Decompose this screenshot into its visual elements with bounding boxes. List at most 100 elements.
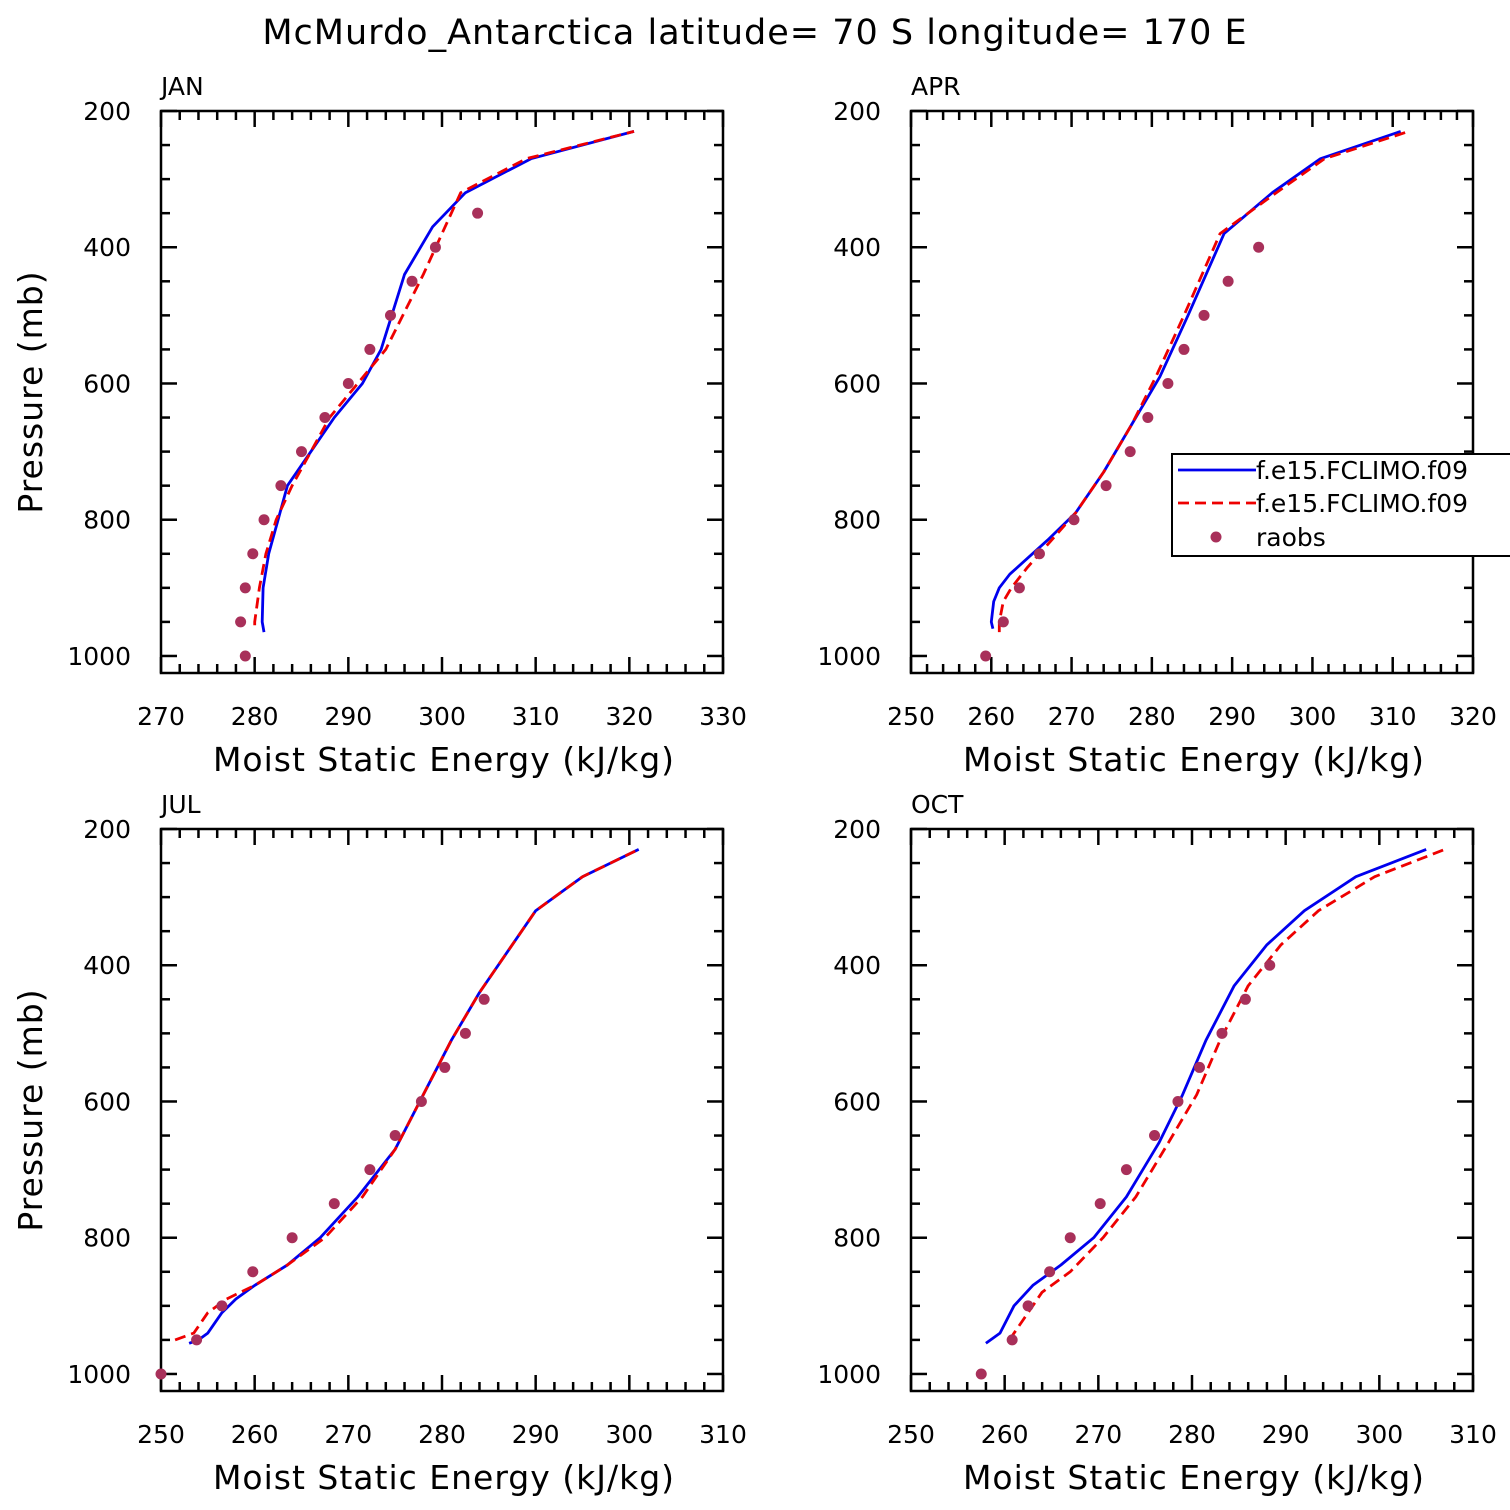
panel-label: JAN bbox=[159, 72, 204, 101]
plot-frame bbox=[909, 109, 1475, 675]
y-tick-label: 600 bbox=[833, 369, 881, 398]
x-axis-title: Moist Static Energy (kJ/kg) bbox=[963, 740, 1425, 779]
y-tick-label: 600 bbox=[83, 1087, 131, 1116]
x-tick-label: 290 bbox=[324, 702, 372, 731]
chart-title: McMurdo_Antarctica latitude= 70 S longit… bbox=[262, 13, 1247, 53]
x-tick-label: 260 bbox=[231, 1420, 279, 1449]
y-tick-label: 200 bbox=[83, 815, 131, 844]
raobs-point bbox=[286, 1232, 298, 1244]
raobs-point bbox=[1022, 1300, 1034, 1312]
legend-label: f.e15.FCLIMO.f09 bbox=[1256, 489, 1468, 518]
x-tick-label: 270 bbox=[1074, 1420, 1122, 1449]
raobs-point bbox=[155, 1368, 167, 1380]
series-dashed-line bbox=[997, 130, 1410, 633]
x-tick-label: 330 bbox=[699, 702, 747, 731]
x-tick-label: 320 bbox=[1449, 702, 1497, 731]
x-axis-title: Moist Static Energy (kJ/kg) bbox=[213, 1458, 675, 1497]
x-tick-label: 300 bbox=[418, 702, 466, 731]
y-tick-label: 400 bbox=[833, 233, 881, 262]
y-tick-label: 200 bbox=[833, 815, 881, 844]
x-tick-label: 290 bbox=[512, 1420, 560, 1449]
y-axis-title: Pressure (mb) bbox=[11, 270, 50, 513]
x-tick-label: 300 bbox=[1289, 702, 1337, 731]
panel-jul: JUL 250 260 270 280 290 300 310 200 400 600 800 1000… bbox=[11, 790, 747, 1497]
x-tick-label: 280 bbox=[231, 702, 279, 731]
raobs-point bbox=[364, 343, 376, 355]
x-tick-label: 310 bbox=[1449, 1420, 1497, 1449]
raobs-point bbox=[1162, 377, 1174, 389]
x-tick-label: 290 bbox=[1262, 1420, 1310, 1449]
raobs-point bbox=[439, 1061, 451, 1073]
x-tick-label: 250 bbox=[137, 1420, 185, 1449]
raobs-point bbox=[239, 650, 251, 662]
raobs-point bbox=[1149, 1130, 1161, 1142]
raobs-point bbox=[1193, 1061, 1205, 1073]
raobs-point bbox=[1033, 548, 1045, 560]
raobs-point bbox=[247, 1266, 259, 1278]
raobs-point bbox=[478, 993, 490, 1005]
x-tick-label: 310 bbox=[512, 702, 560, 731]
y-tick-label: 200 bbox=[83, 97, 131, 126]
raobs-point bbox=[415, 1095, 427, 1107]
raobs-point bbox=[342, 377, 354, 389]
raobs-point bbox=[1172, 1095, 1184, 1107]
raobs-point bbox=[319, 412, 331, 424]
series-dashed-line bbox=[174, 848, 640, 1342]
y-tick-label: 600 bbox=[83, 369, 131, 398]
legend-marker-dot bbox=[1210, 531, 1222, 543]
x-tick-label: 310 bbox=[1369, 702, 1417, 731]
legend: f.e15.FCLIMO.f09 f.e15.FCLIMO.f09 raobs bbox=[1171, 453, 1510, 557]
raobs-point bbox=[1142, 412, 1154, 424]
y-axis-title: Pressure (mb) bbox=[11, 988, 50, 1231]
x-axis-title: Moist Static Energy (kJ/kg) bbox=[963, 1458, 1425, 1497]
raobs-point bbox=[1006, 1334, 1018, 1346]
raobs-point bbox=[1044, 1266, 1056, 1278]
series-solid-line bbox=[188, 848, 640, 1345]
panel-label: OCT bbox=[911, 790, 964, 819]
raobs-point bbox=[1198, 309, 1210, 321]
raobs-point bbox=[980, 650, 992, 662]
raobs-point bbox=[258, 514, 270, 526]
raobs-point bbox=[328, 1198, 340, 1210]
x-tick-label: 300 bbox=[1355, 1420, 1403, 1449]
x-tick-label: 310 bbox=[699, 1420, 747, 1449]
x-tick-label: 280 bbox=[418, 1420, 466, 1449]
raobs-point bbox=[1239, 993, 1251, 1005]
raobs-point bbox=[997, 616, 1009, 628]
raobs-point bbox=[472, 207, 484, 219]
x-tick-label: 260 bbox=[981, 1420, 1029, 1449]
x-tick-label: 270 bbox=[137, 702, 185, 731]
series-dashed-line bbox=[1008, 848, 1446, 1341]
y-tick-label: 200 bbox=[833, 97, 881, 126]
raobs-point bbox=[247, 548, 259, 560]
raobs-point bbox=[975, 1368, 987, 1380]
x-tick-label: 250 bbox=[887, 702, 935, 731]
raobs-point bbox=[191, 1334, 203, 1346]
y-tick-label: 400 bbox=[83, 233, 131, 262]
panel-label: APR bbox=[911, 72, 961, 101]
x-tick-label: 260 bbox=[967, 702, 1015, 731]
raobs-point bbox=[1222, 275, 1234, 287]
raobs-point bbox=[384, 309, 396, 321]
raobs-point bbox=[275, 480, 287, 492]
x-tick-label: 280 bbox=[1128, 702, 1176, 731]
y-tick-label: 800 bbox=[83, 506, 131, 535]
panel-label: JUL bbox=[159, 790, 201, 819]
panel-oct: OCT 250 260 270 280 290 300 310 200 400 600 800 1000… bbox=[817, 790, 1496, 1497]
raobs-point bbox=[1253, 241, 1265, 253]
y-tick-label: 600 bbox=[833, 1087, 881, 1116]
raobs-point bbox=[216, 1300, 228, 1312]
y-tick-label: 1000 bbox=[67, 642, 131, 671]
raobs-point bbox=[1124, 446, 1136, 458]
y-tick-label: 1000 bbox=[67, 1360, 131, 1389]
x-tick-label: 270 bbox=[324, 1420, 372, 1449]
x-tick-label: 250 bbox=[887, 1420, 935, 1449]
raobs-point bbox=[1216, 1027, 1228, 1039]
raobs-point bbox=[1013, 582, 1025, 594]
x-tick-label: 270 bbox=[1048, 702, 1096, 731]
x-axis-title: Moist Static Energy (kJ/kg) bbox=[213, 740, 675, 779]
x-tick-label: 320 bbox=[605, 702, 653, 731]
raobs-point bbox=[235, 616, 247, 628]
y-tick-label: 800 bbox=[83, 1224, 131, 1253]
